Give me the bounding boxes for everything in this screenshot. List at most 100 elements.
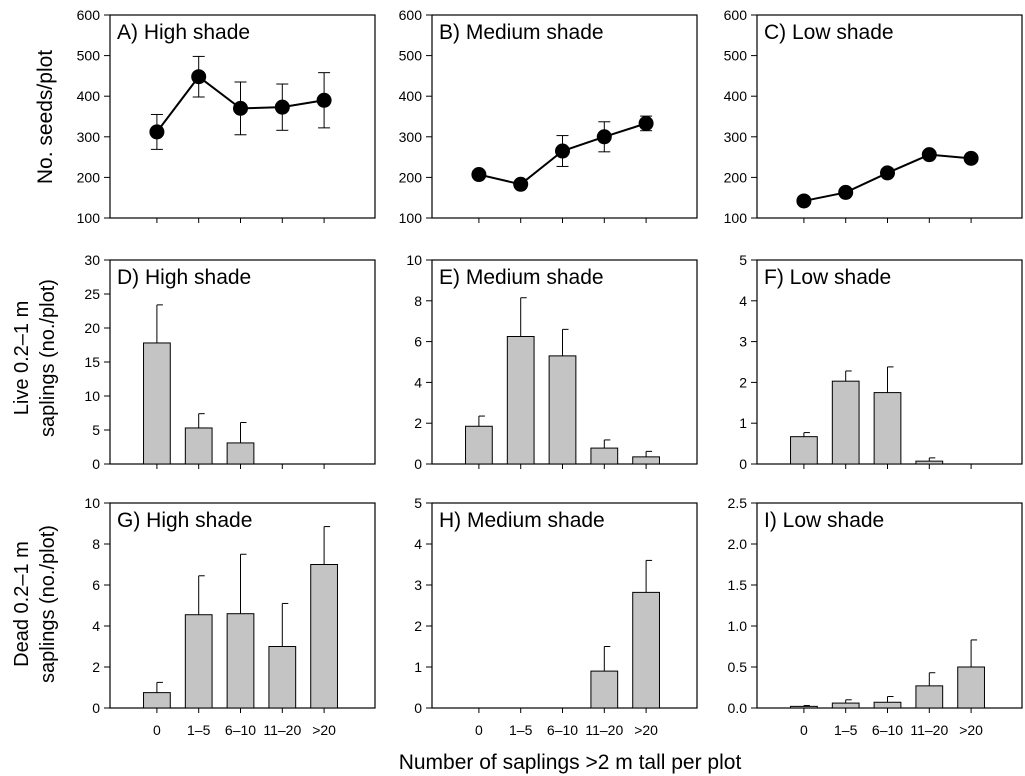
- x-tick-label: 1–5: [509, 722, 533, 738]
- data-point: [191, 69, 207, 85]
- data-point: [149, 124, 165, 140]
- data-point: [638, 115, 654, 131]
- bar: [143, 692, 171, 709]
- y-tick-label: 4: [414, 374, 422, 390]
- bar: [831, 380, 860, 465]
- y-tick-label: 400: [77, 88, 101, 104]
- panel-title: F) Low shade: [764, 266, 891, 289]
- bar: [915, 460, 944, 465]
- y-tick-label: 300: [77, 129, 101, 145]
- y-tick-label: 6: [414, 334, 422, 350]
- row-label-live-line2: saplings (no./plot): [37, 279, 59, 437]
- bar: [873, 392, 902, 465]
- y-tick-label: 600: [724, 7, 748, 23]
- panel-h: 0 1 2 3 4 5 0 1–5 6–10 11–20 >20 H) Medium shade: [414, 495, 698, 738]
- x-tick-label: 0: [800, 722, 808, 738]
- panel-c: 100 200 300 400 500 600 C) Low shade: [724, 7, 1023, 226]
- y-tick-label: 0: [92, 700, 100, 716]
- y-tick-label: 1: [739, 415, 747, 431]
- y-tick-label: 600: [399, 7, 423, 23]
- y-tick-label: 2: [92, 659, 100, 675]
- y-tick-label: 100: [724, 210, 748, 226]
- y-tick-label: 5: [414, 495, 422, 511]
- y-tick-label: 100: [399, 210, 423, 226]
- x-tick-label: 11–20: [585, 722, 623, 738]
- panel-d: 0 5 10 15 20 25 30 D) High shade: [84, 252, 376, 472]
- y-tick-label: 500: [724, 48, 748, 64]
- y-tick-label: 1.5: [728, 577, 748, 593]
- panel-a: 100 200 300 400 500 600 A) High shade: [77, 7, 376, 226]
- y-tick-label: 500: [77, 48, 101, 64]
- bar: [184, 614, 213, 709]
- row-label-dead-line2: saplings (no./plot): [37, 525, 59, 683]
- data-point: [316, 92, 332, 108]
- y-tick-label: 500: [399, 48, 423, 64]
- bar: [632, 591, 660, 709]
- y-tick-label: 30: [84, 252, 100, 268]
- panel-f: 0 1 2 3 4 5 F) Low shade: [739, 252, 1023, 472]
- bar: [548, 355, 577, 465]
- bar: [226, 613, 255, 709]
- y-tick-label: 4: [739, 293, 747, 309]
- y-tick-label: 2: [414, 618, 422, 634]
- data-point: [233, 100, 248, 116]
- y-tick-label: 2.0: [728, 536, 748, 552]
- y-tick-label: 2: [414, 415, 422, 431]
- y-tick-label: 10: [84, 495, 100, 511]
- data-point: [963, 150, 979, 166]
- x-tick-label: >20: [312, 722, 336, 738]
- y-tick-label: 400: [724, 88, 748, 104]
- y-tick-label: 1: [414, 659, 422, 675]
- x-tick-label: 6–10: [225, 722, 256, 738]
- panel-title: C) Low shade: [764, 21, 894, 44]
- y-tick-label: 8: [92, 536, 100, 552]
- y-tick-label: 0: [92, 456, 100, 472]
- y-tick-label: 200: [399, 169, 423, 185]
- x-tick-label: >20: [959, 722, 983, 738]
- x-tick-label: 11–20: [910, 722, 948, 738]
- bar: [831, 702, 860, 709]
- x-tick-label: 0: [475, 722, 483, 738]
- y-tick-label: 100: [77, 210, 101, 226]
- y-tick-label: 200: [77, 169, 101, 185]
- panel-e: 0 2 4 6 8 10 E) Medium shade: [406, 252, 698, 472]
- y-tick-label: 5: [739, 252, 747, 268]
- y-tick-label: 0.0: [728, 700, 748, 716]
- data-point: [555, 143, 570, 159]
- bar: [310, 564, 338, 709]
- y-tick-label: 2.5: [728, 495, 748, 511]
- y-tick-label: 1.0: [728, 618, 748, 634]
- data-point: [921, 147, 937, 163]
- panel-title: I) Low shade: [764, 509, 884, 532]
- panel-title: G) High shade: [117, 509, 252, 532]
- panel-title: A) High shade: [117, 21, 250, 44]
- bar: [465, 425, 493, 465]
- plot-frame: [756, 14, 1023, 219]
- y-tick-label: 600: [77, 7, 101, 23]
- y-tick-label: 3: [739, 334, 747, 350]
- x-tick-label: 1–5: [834, 722, 858, 738]
- y-tick-label: 25: [84, 286, 100, 302]
- y-tick-label: 300: [724, 129, 748, 145]
- bar: [873, 701, 902, 709]
- panel-i: 0.0 0.5 1.0 1.5 2.0 2.5 0 1–5 6–10 11–20 >20 I) Low…: [728, 495, 1023, 738]
- bar: [268, 646, 297, 709]
- y-tick-label: 0.5: [728, 659, 748, 675]
- bar: [590, 670, 619, 709]
- y-tick-label: 2: [739, 374, 747, 390]
- y-tick-label: 15: [84, 354, 100, 370]
- y-tick-label: 0: [414, 700, 422, 716]
- bar: [915, 685, 944, 709]
- bar: [790, 705, 818, 709]
- data-point: [838, 184, 854, 200]
- y-tick-label: 5: [92, 422, 100, 438]
- x-tick-label: >20: [634, 722, 658, 738]
- bar: [632, 456, 660, 465]
- y-tick-label: 200: [724, 169, 748, 185]
- y-tick-label: 8: [414, 293, 422, 309]
- data-point: [596, 129, 612, 145]
- row-label-live-line1: Live 0.2–1 m: [11, 301, 33, 416]
- plot-frame: [109, 14, 376, 219]
- row-label-seeds: No. seeds/plot: [34, 50, 57, 184]
